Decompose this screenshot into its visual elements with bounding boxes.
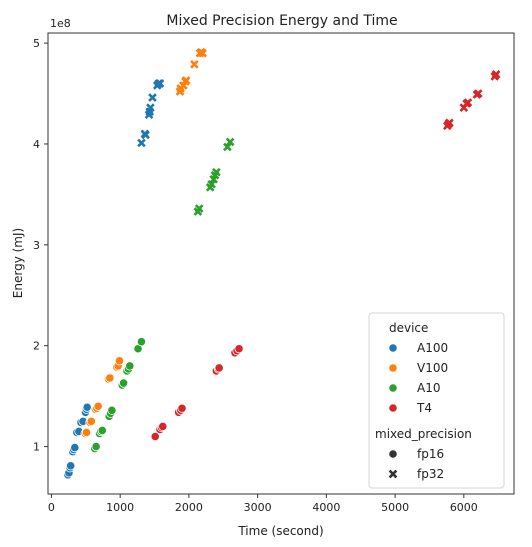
data-point-a10-fp32 <box>223 142 232 152</box>
legend-label-fp32: fp32 <box>417 467 444 481</box>
y-tick-label: 2 <box>33 340 40 353</box>
data-point-v100-fp32 <box>198 48 207 58</box>
axis-ticks: 0 1000 2000 3000 4000 5000 6000 1 2 3 4 5 <box>33 37 478 514</box>
legend-label-v100: V100 <box>417 361 448 375</box>
data-points <box>63 47 501 480</box>
plot-frame <box>47 32 515 495</box>
y-tick-label: 4 <box>33 138 40 151</box>
legend-marker-a10 <box>388 383 398 393</box>
data-point-a10-fp16 <box>97 425 107 436</box>
data-point-a10-fp16 <box>119 378 129 388</box>
data-point-v100-fp16 <box>114 356 125 366</box>
data-point-t4-fp16 <box>150 431 160 442</box>
legend-label-fp16: fp16 <box>417 447 444 461</box>
data-point-a100-fp32 <box>146 103 155 112</box>
data-point-v100-fp16 <box>81 427 92 438</box>
data-point-a10-fp16 <box>107 405 117 415</box>
legend-label-a100: A100 <box>417 341 448 355</box>
x-tick-label: 3000 <box>244 501 272 514</box>
chart-title: Mixed Precision Energy and Time <box>166 13 397 29</box>
data-point-a10-fp32 <box>194 204 204 213</box>
legend-title-device: device <box>389 321 428 335</box>
data-point-t4-fp32 <box>473 89 483 98</box>
x-axis-label: Time (second) <box>237 524 323 538</box>
x-tick-label: 6000 <box>450 501 478 514</box>
data-point-v100-fp32 <box>181 76 191 85</box>
data-point-v100-fp16 <box>93 401 103 411</box>
data-point-t4-fp32 <box>463 98 473 107</box>
legend-marker-fp32 <box>388 469 398 479</box>
legend-marker-v100 <box>388 363 398 373</box>
legend-title-precision: mixed_precision <box>375 427 472 441</box>
y-axis-label: Energy (mJ) <box>11 228 25 298</box>
x-tick-label: 1000 <box>106 501 134 514</box>
y-tick-label: 3 <box>33 239 40 252</box>
x-tick-label: 5000 <box>381 501 409 514</box>
legend-box <box>368 312 505 489</box>
data-point-a100-fp32 <box>148 93 157 102</box>
data-point-a10-fp16 <box>125 361 135 371</box>
data-point-a10-fp32 <box>225 137 235 147</box>
x-tick-label: 2000 <box>175 501 203 514</box>
data-point-a10-fp32 <box>207 179 216 189</box>
data-point-t4-fp32 <box>491 70 501 79</box>
data-point-a10-fp32 <box>212 167 221 177</box>
y-tick-label: 5 <box>33 37 40 50</box>
data-point-v100-fp16 <box>86 416 96 426</box>
data-point-a100-fp32 <box>137 138 146 148</box>
data-point-a100-fp16 <box>66 461 76 471</box>
data-point-v100-fp16 <box>105 373 115 383</box>
y-tick-label: 1 <box>33 441 40 454</box>
legend-marker-t4 <box>388 403 398 413</box>
data-point-a100-fp32 <box>141 130 150 140</box>
legend-label-a10: A10 <box>417 381 440 395</box>
data-point-t4-fp16 <box>214 363 224 373</box>
data-point-a10-fp16 <box>136 337 147 347</box>
y-multiplier-label: 1e8 <box>50 17 71 30</box>
data-point-a10-fp16 <box>91 441 101 452</box>
x-tick-label: 4000 <box>312 501 340 514</box>
data-point-a100-fp16 <box>82 402 92 412</box>
data-point-a100-fp16 <box>70 442 80 453</box>
data-point-t4-fp16 <box>234 344 244 354</box>
x-tick-label: 0 <box>48 501 55 514</box>
legend-marker-a100 <box>388 343 398 353</box>
legend: device A100 V100 A10 T4 mixed_precision fp16 fp… <box>368 312 505 489</box>
data-point-v100-fp32 <box>190 59 199 69</box>
data-point-t4-fp16 <box>177 403 187 413</box>
data-point-a100-fp32 <box>155 79 165 88</box>
legend-marker-fp16 <box>388 449 398 459</box>
data-point-t4-fp32 <box>445 118 454 128</box>
data-point-t4-fp16 <box>158 421 168 432</box>
legend-label-t4: T4 <box>416 401 432 415</box>
